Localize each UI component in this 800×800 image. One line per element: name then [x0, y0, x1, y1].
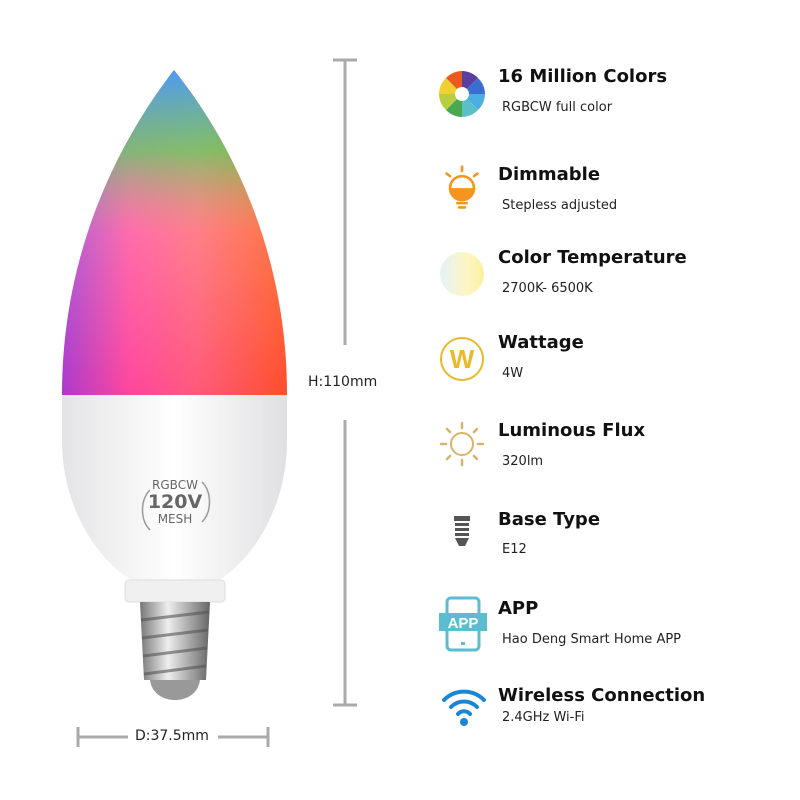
feature-title: Base Type — [498, 509, 601, 530]
feature-subtitle: RGBCW full color — [502, 100, 613, 115]
feature-subtitle: E12 — [502, 542, 527, 557]
height-label: H:110mm — [308, 374, 378, 390]
bulb-body — [62, 395, 287, 582]
color-temperature-icon — [440, 252, 484, 296]
sun-icon — [439, 421, 485, 467]
wattage-icon: W — [440, 337, 484, 381]
svg-text:W: W — [450, 344, 475, 374]
feature-title: Luminous Flux — [498, 420, 646, 441]
wifi-icon — [442, 689, 486, 726]
bulb-label-voltage: 120V — [147, 491, 203, 513]
feature-subtitle: 4W — [502, 366, 524, 381]
feature-title: Color Temperature — [498, 247, 687, 268]
feature-title: APP — [498, 598, 539, 619]
feature-title: 16 Million Colors — [498, 66, 668, 87]
feature-subtitle: 320lm — [502, 454, 544, 469]
feature-subtitle: Hao Deng Smart Home APP — [502, 632, 682, 647]
bulb-label-rgbcw: RGBCW — [152, 478, 198, 492]
height-dimension-line — [333, 58, 357, 707]
e12-base — [140, 602, 210, 680]
feature-title: Dimmable — [498, 164, 601, 185]
diameter-dimension-line — [76, 727, 270, 747]
feature-subtitle: 2700K- 6500K — [502, 281, 593, 296]
feature-subtitle: Stepless adjusted — [502, 198, 618, 213]
feature-title: Wattage — [498, 332, 584, 353]
bulb-label-mesh: MESH — [157, 512, 193, 526]
svg-text:APP: APP — [448, 615, 479, 632]
diameter-label: D:37.5mm — [135, 728, 209, 744]
bulb-label: RGBCW 120V MESH — [140, 478, 210, 526]
feature-title: Wireless Connection — [498, 685, 706, 706]
bulb-base-icon — [454, 516, 470, 546]
dimmable-bulb-icon — [445, 165, 479, 209]
app-phone-icon: APP — [439, 596, 487, 652]
feature-subtitle: 2.4GHz Wi-Fi — [502, 710, 585, 725]
color-wheel-icon — [439, 71, 485, 117]
